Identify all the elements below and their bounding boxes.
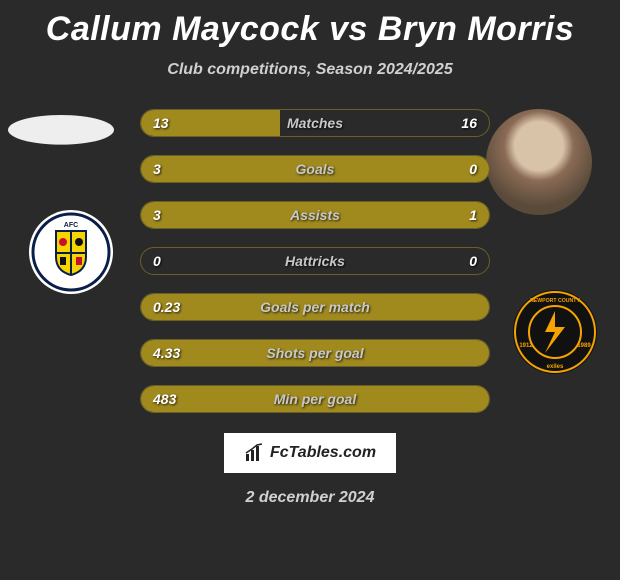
- stat-label: Min per goal: [141, 386, 489, 412]
- stat-row: 00Hattricks: [140, 247, 490, 275]
- page-title: Callum Maycock vs Bryn Morris: [0, 0, 620, 49]
- stat-bars: 1316Matches 30Goals 31Assists 00Hattricks 0.…: [140, 109, 490, 413]
- svg-text:exiles: exiles: [547, 364, 564, 370]
- svg-text:1989: 1989: [577, 343, 591, 349]
- stat-row: 31Assists: [140, 201, 490, 229]
- subtitle: Club competitions, Season 2024/2025: [0, 61, 620, 79]
- svg-text:NEWPORT COUNTY: NEWPORT COUNTY: [530, 298, 580, 304]
- stat-label: Assists: [141, 202, 489, 228]
- svg-text:1912: 1912: [519, 343, 533, 349]
- stat-label: Goals per match: [141, 294, 489, 320]
- club-left-badge: AFC: [28, 209, 114, 295]
- stat-row: 0.23Goals per match: [140, 293, 490, 321]
- source-logo-text: FcTables.com: [270, 444, 376, 462]
- source-logo: FcTables.com: [224, 433, 396, 473]
- stat-label: Goals: [141, 156, 489, 182]
- stat-row: 4.33Shots per goal: [140, 339, 490, 367]
- stat-label: Hattricks: [141, 248, 489, 274]
- stat-row: 30Goals: [140, 155, 490, 183]
- player-left-avatar: [8, 115, 114, 145]
- date-label: 2 december 2024: [0, 489, 620, 507]
- stat-row: 1316Matches: [140, 109, 490, 137]
- stat-label: Shots per goal: [141, 340, 489, 366]
- stat-label: Matches: [141, 110, 489, 136]
- stat-row: 483Min per goal: [140, 385, 490, 413]
- svg-text:AFC: AFC: [64, 222, 78, 229]
- player-right-avatar: [486, 109, 592, 215]
- comparison-panel: AFC NEWPORT COUNTY exiles 1912 1989 1316…: [0, 109, 620, 413]
- club-right-badge: NEWPORT COUNTY exiles 1912 1989: [512, 289, 598, 375]
